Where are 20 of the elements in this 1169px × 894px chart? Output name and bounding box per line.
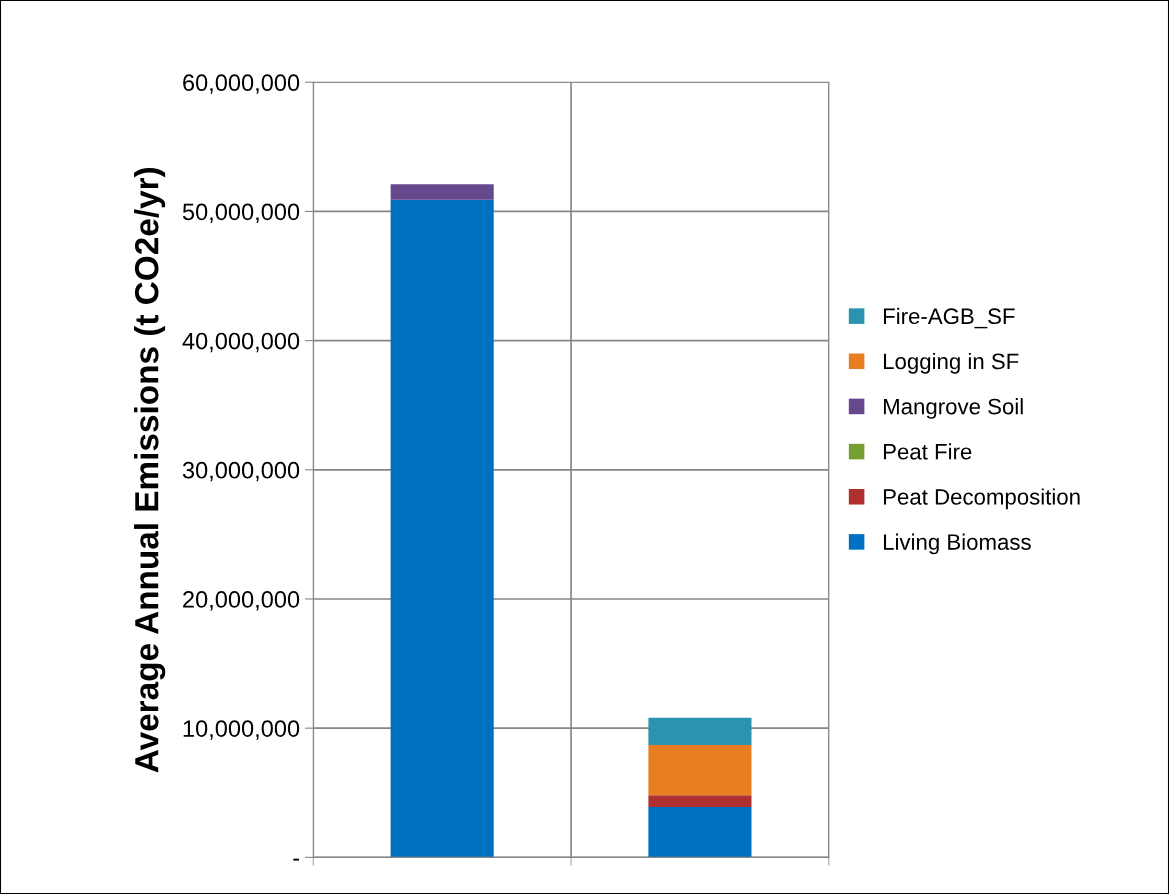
legend-label: Mangrove Soil [883,398,1023,419]
legend-label: Peat Decomposition [883,488,1080,510]
y-tick-label: 40,000,000 [182,332,300,353]
bar [648,744,752,796]
legend-label: Fire-AGB_SF [883,307,1015,329]
bar [390,199,494,858]
y-tick-label: 20,000,000 [183,591,300,611]
y-axis-title: Average Annual Emissions (t CO2e/yr) [134,167,166,773]
y-tick-label: 10,000,000 [183,720,300,740]
bar [648,717,752,745]
y-tick-label: - [293,858,300,861]
legend-label: Peat Fire [883,443,972,460]
y-tick-label: 50,000,000 [182,203,300,224]
legend-label: Logging in SF [883,352,1019,374]
bar [648,806,752,858]
y-tick-label: 60,000,000 [183,74,300,94]
bar [648,795,752,807]
legend-label: Living Biomass [883,533,1031,555]
bar [390,184,494,200]
y-tick-label: 30,000,000 [182,461,300,482]
